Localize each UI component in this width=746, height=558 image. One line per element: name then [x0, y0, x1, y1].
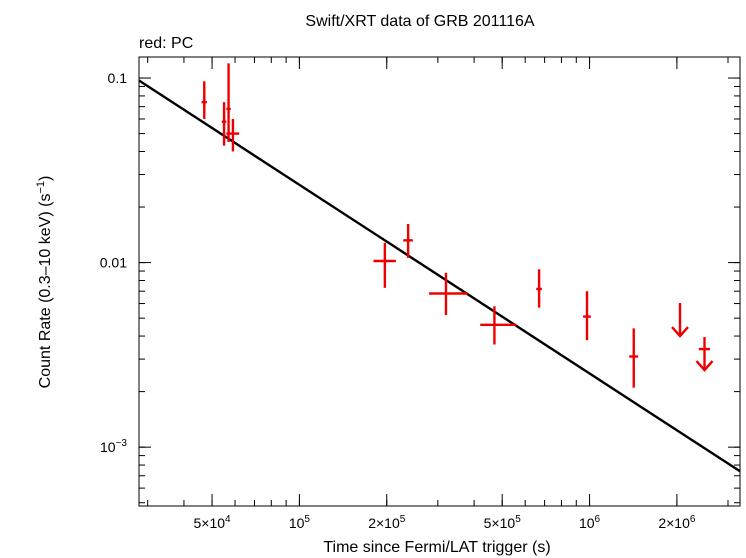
x-tick-base: 10 — [289, 515, 305, 531]
data-point — [221, 102, 227, 146]
y-axis-ticks: 0.1 0.01 10−3 — [100, 70, 740, 455]
data-point — [629, 328, 639, 388]
data-point — [226, 118, 240, 152]
chart-subtitle: red: PC — [139, 35, 193, 52]
upper-limit-arrows — [671, 303, 714, 372]
plot-frame — [138, 56, 741, 507]
x-axis-ticks: 5×104 105 2×105 5×105 106 2×106 — [194, 57, 696, 531]
data-point — [480, 306, 517, 345]
model-fit-line — [138, 79, 741, 473]
y-tick-base: 10 — [100, 439, 116, 455]
x-tick-mantissa: 2× — [658, 515, 674, 531]
x-tick-exp: 4 — [225, 514, 231, 525]
upper-limit-arrowhead — [671, 326, 689, 338]
data-point — [429, 272, 468, 316]
data-point — [201, 81, 207, 119]
data-point — [226, 63, 231, 143]
data-point — [536, 269, 542, 308]
data-points — [201, 63, 639, 388]
x-tick-base: 10 — [500, 515, 516, 531]
y-tick-exp: −3 — [116, 438, 128, 449]
y-tick-label: 0.01 — [100, 255, 127, 271]
x-tick-label: 2×105 — [368, 514, 406, 531]
data-point — [373, 242, 396, 288]
y-axis-label-exp: −1 — [35, 181, 47, 194]
x-axis-label: Time since Fermi/LAT trigger (s) — [323, 539, 550, 556]
x-tick-base: 10 — [384, 515, 400, 531]
x-tick-label: 106 — [579, 514, 601, 531]
chart-title: Swift/XRT data of GRB 201116A — [305, 13, 534, 30]
y-tick-label: 10−3 — [100, 438, 127, 455]
y-axis-label: Count Rate (0.3–10 keV) (s−1) — [35, 176, 54, 389]
data-point — [583, 291, 591, 341]
x-tick-base: 10 — [209, 515, 225, 531]
upper-limit — [695, 337, 714, 372]
x-tick-label: 2×106 — [658, 514, 696, 531]
x-tick-label: 5×105 — [484, 514, 522, 531]
x-tick-base: 10 — [674, 515, 690, 531]
y-axis-label-end: ) — [37, 176, 54, 181]
upper-limit-arrowhead — [695, 360, 714, 372]
x-tick-exp: 6 — [595, 514, 601, 525]
y-tick-label: 0.1 — [108, 70, 128, 86]
upper-limit — [671, 303, 689, 338]
x-tick-mantissa: 5× — [194, 515, 210, 531]
x-tick-exp: 5 — [400, 514, 406, 525]
y-axis-label-main: Count Rate (0.3–10 keV) (s — [37, 194, 54, 389]
data-point — [403, 223, 413, 258]
x-tick-exp: 6 — [690, 514, 696, 525]
x-tick-base: 10 — [579, 515, 595, 531]
minor-ticks — [139, 57, 740, 506]
x-tick-mantissa: 2× — [368, 515, 384, 531]
x-tick-exp: 5 — [515, 514, 521, 525]
x-tick-mantissa: 5× — [484, 515, 500, 531]
x-tick-exp: 5 — [304, 514, 310, 525]
x-tick-label: 5×104 — [194, 514, 232, 531]
x-tick-label: 105 — [289, 514, 311, 531]
